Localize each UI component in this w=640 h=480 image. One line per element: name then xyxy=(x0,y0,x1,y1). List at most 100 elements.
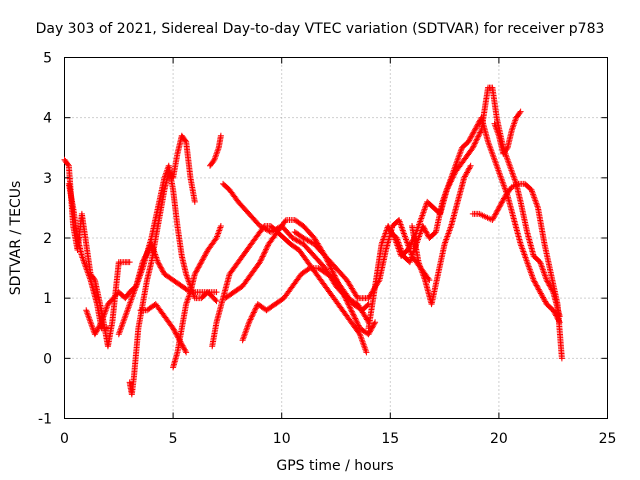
data-point xyxy=(217,132,224,139)
data-point xyxy=(158,265,165,272)
data-point xyxy=(64,161,71,168)
data-point xyxy=(406,243,413,250)
data-point xyxy=(475,133,482,140)
data-point xyxy=(346,303,353,310)
data-point xyxy=(193,268,200,275)
data-point xyxy=(539,293,546,300)
data-point xyxy=(472,139,479,146)
data-point xyxy=(537,290,544,297)
data-point xyxy=(372,319,379,326)
data-point xyxy=(210,157,217,164)
data-point xyxy=(181,346,188,353)
data-point xyxy=(472,126,479,133)
data-point xyxy=(530,277,537,284)
data-point xyxy=(328,266,335,273)
data-point xyxy=(94,325,101,332)
data-point xyxy=(464,168,471,175)
data-point xyxy=(385,224,392,231)
data-point xyxy=(353,318,360,325)
data-point xyxy=(246,319,253,326)
data-point xyxy=(191,198,198,205)
data-point xyxy=(538,291,545,298)
data-point xyxy=(198,259,205,266)
data-point xyxy=(422,226,429,233)
data-point xyxy=(473,137,480,144)
data-point xyxy=(474,135,481,142)
data-point xyxy=(517,108,524,115)
data-point xyxy=(199,257,206,264)
data-point xyxy=(330,269,337,276)
data-point xyxy=(155,260,162,267)
data-point xyxy=(252,306,259,313)
data-point xyxy=(491,212,498,219)
data-point xyxy=(91,331,98,338)
series-track-13 xyxy=(291,216,433,302)
data-point xyxy=(352,316,359,323)
data-point xyxy=(500,196,507,203)
data-point xyxy=(535,286,542,293)
data-point xyxy=(544,278,551,285)
data-point xyxy=(197,260,204,267)
data-point xyxy=(490,215,497,222)
data-point xyxy=(476,130,483,137)
data-point xyxy=(157,263,164,270)
data-point xyxy=(495,206,502,213)
data-point xyxy=(405,245,412,252)
data-point xyxy=(471,128,478,135)
data-point xyxy=(550,308,557,315)
data-point xyxy=(475,120,482,127)
data-point xyxy=(500,195,507,202)
data-point xyxy=(369,324,376,331)
data-point xyxy=(424,230,431,237)
data-point xyxy=(496,203,503,210)
data-point xyxy=(170,325,177,332)
data-point xyxy=(431,229,438,236)
data-point xyxy=(470,129,477,136)
data-point xyxy=(191,271,198,278)
data-point xyxy=(352,315,359,322)
y-tick-label: -1 xyxy=(38,412,52,428)
data-point xyxy=(351,314,358,321)
data-point xyxy=(203,290,210,297)
data-point xyxy=(469,130,476,137)
data-point xyxy=(93,328,100,335)
data-point xyxy=(305,265,312,272)
data-point xyxy=(498,199,505,206)
data-series xyxy=(61,84,565,398)
series-track-7 xyxy=(170,222,224,371)
data-point xyxy=(248,315,255,322)
data-point xyxy=(537,289,544,296)
data-point xyxy=(96,323,103,330)
data-point xyxy=(474,122,481,129)
x-tick-label: 5 xyxy=(169,431,178,447)
data-point xyxy=(96,321,103,328)
data-point xyxy=(213,298,220,305)
data-point xyxy=(543,277,550,284)
data-point xyxy=(464,169,471,176)
data-point xyxy=(471,141,478,148)
data-point xyxy=(257,257,264,264)
data-point xyxy=(490,214,497,221)
data-point xyxy=(258,254,265,261)
data-point xyxy=(467,134,474,141)
data-point xyxy=(366,329,373,336)
data-point xyxy=(350,311,357,318)
data-point xyxy=(251,308,258,315)
data-point xyxy=(195,264,202,271)
data-point xyxy=(365,301,372,308)
data-point xyxy=(467,162,474,169)
series-track-5 xyxy=(115,162,220,338)
x-axis: 0 5 10 15 20 25 xyxy=(60,431,616,447)
data-point xyxy=(492,211,499,218)
x-tick-label: 20 xyxy=(490,431,508,447)
data-point xyxy=(540,295,547,302)
data-point xyxy=(154,259,161,266)
data-point xyxy=(212,297,219,304)
data-point xyxy=(262,246,269,253)
data-point xyxy=(466,165,473,172)
data-point xyxy=(346,304,353,311)
data-point xyxy=(217,222,224,229)
data-point xyxy=(419,222,426,229)
data-point xyxy=(422,228,429,235)
